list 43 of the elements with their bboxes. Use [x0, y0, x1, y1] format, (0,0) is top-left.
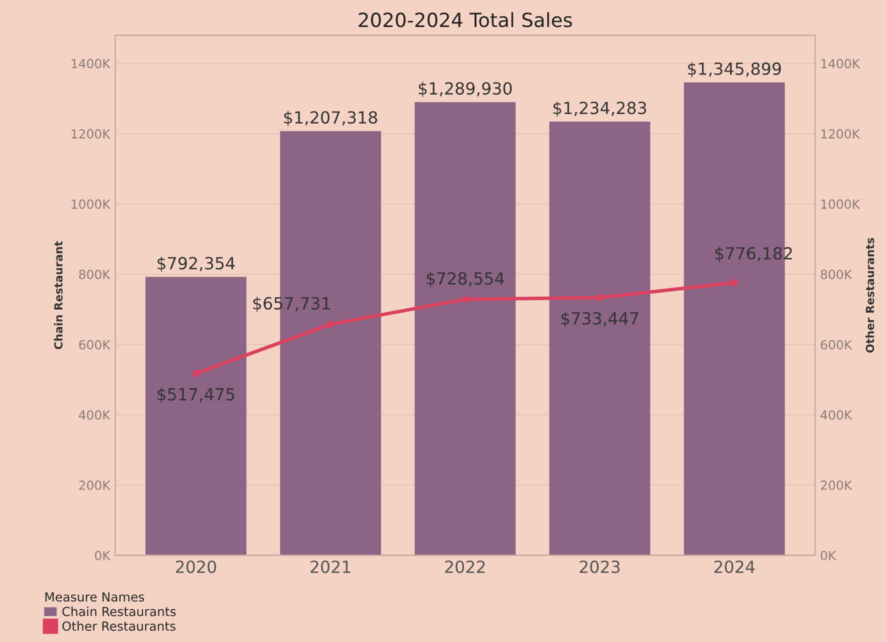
x-tick-label: 2023: [580, 560, 620, 574]
y-tick-label: 800K: [79, 270, 111, 280]
y2-axis-title: Other Restaurants: [866, 238, 874, 353]
y-tick-label: 1000K: [72, 199, 111, 209]
y2-tick-label: 800K: [820, 270, 852, 280]
data-label: $733,447: [561, 312, 638, 327]
x-tick-label: 2020: [176, 560, 216, 574]
data-label: $517,475: [158, 388, 234, 403]
y-tick-label: 400K: [78, 410, 111, 420]
point: [327, 320, 334, 328]
y-axis-title: Chain Restaurant: [54, 241, 63, 350]
point: [192, 370, 200, 377]
y-tick-label: 1200K: [72, 129, 111, 139]
data-label: $728,554: [426, 272, 504, 287]
y2-tick-label: 1000K: [821, 199, 860, 209]
data-label: $1,345,899: [688, 62, 781, 78]
y2-tick-label: 200K: [820, 480, 852, 490]
point: [596, 294, 604, 302]
y-tick-label: 600K: [79, 340, 111, 350]
data-label: $1,234,283: [553, 101, 646, 116]
data-label: $792,354: [158, 256, 235, 272]
x-tick-label: 2022: [445, 560, 485, 574]
legend-title: Measure Names: [45, 592, 144, 602]
y2-tick-label: 1400K: [821, 58, 860, 68]
y2-tick-label: 400K: [820, 410, 852, 420]
data-label: $1,207,318: [284, 110, 378, 126]
point: [730, 279, 738, 286]
legend-label: Other Restaurants: [62, 621, 176, 631]
data-label: $1,289,930: [418, 82, 512, 97]
y2-tick-label: 1200K: [821, 129, 860, 139]
y2-tick-label: 600K: [820, 340, 852, 350]
bar: [414, 102, 516, 556]
bar: [145, 276, 246, 556]
chart-title: 2020-2024 Total Sales: [358, 12, 572, 28]
x-tick-label: 2024: [714, 560, 755, 574]
point: [462, 296, 469, 303]
legend-label: Chain Restaurants: [62, 606, 176, 616]
x-tick-label: 2021: [310, 560, 350, 574]
bar: [549, 122, 650, 556]
y-tick-label: 0K: [94, 550, 111, 560]
y-tick-label: 200K: [79, 480, 111, 490]
y2-tick-label: 0K: [820, 550, 836, 560]
y-tick-label: 1400K: [72, 58, 111, 68]
